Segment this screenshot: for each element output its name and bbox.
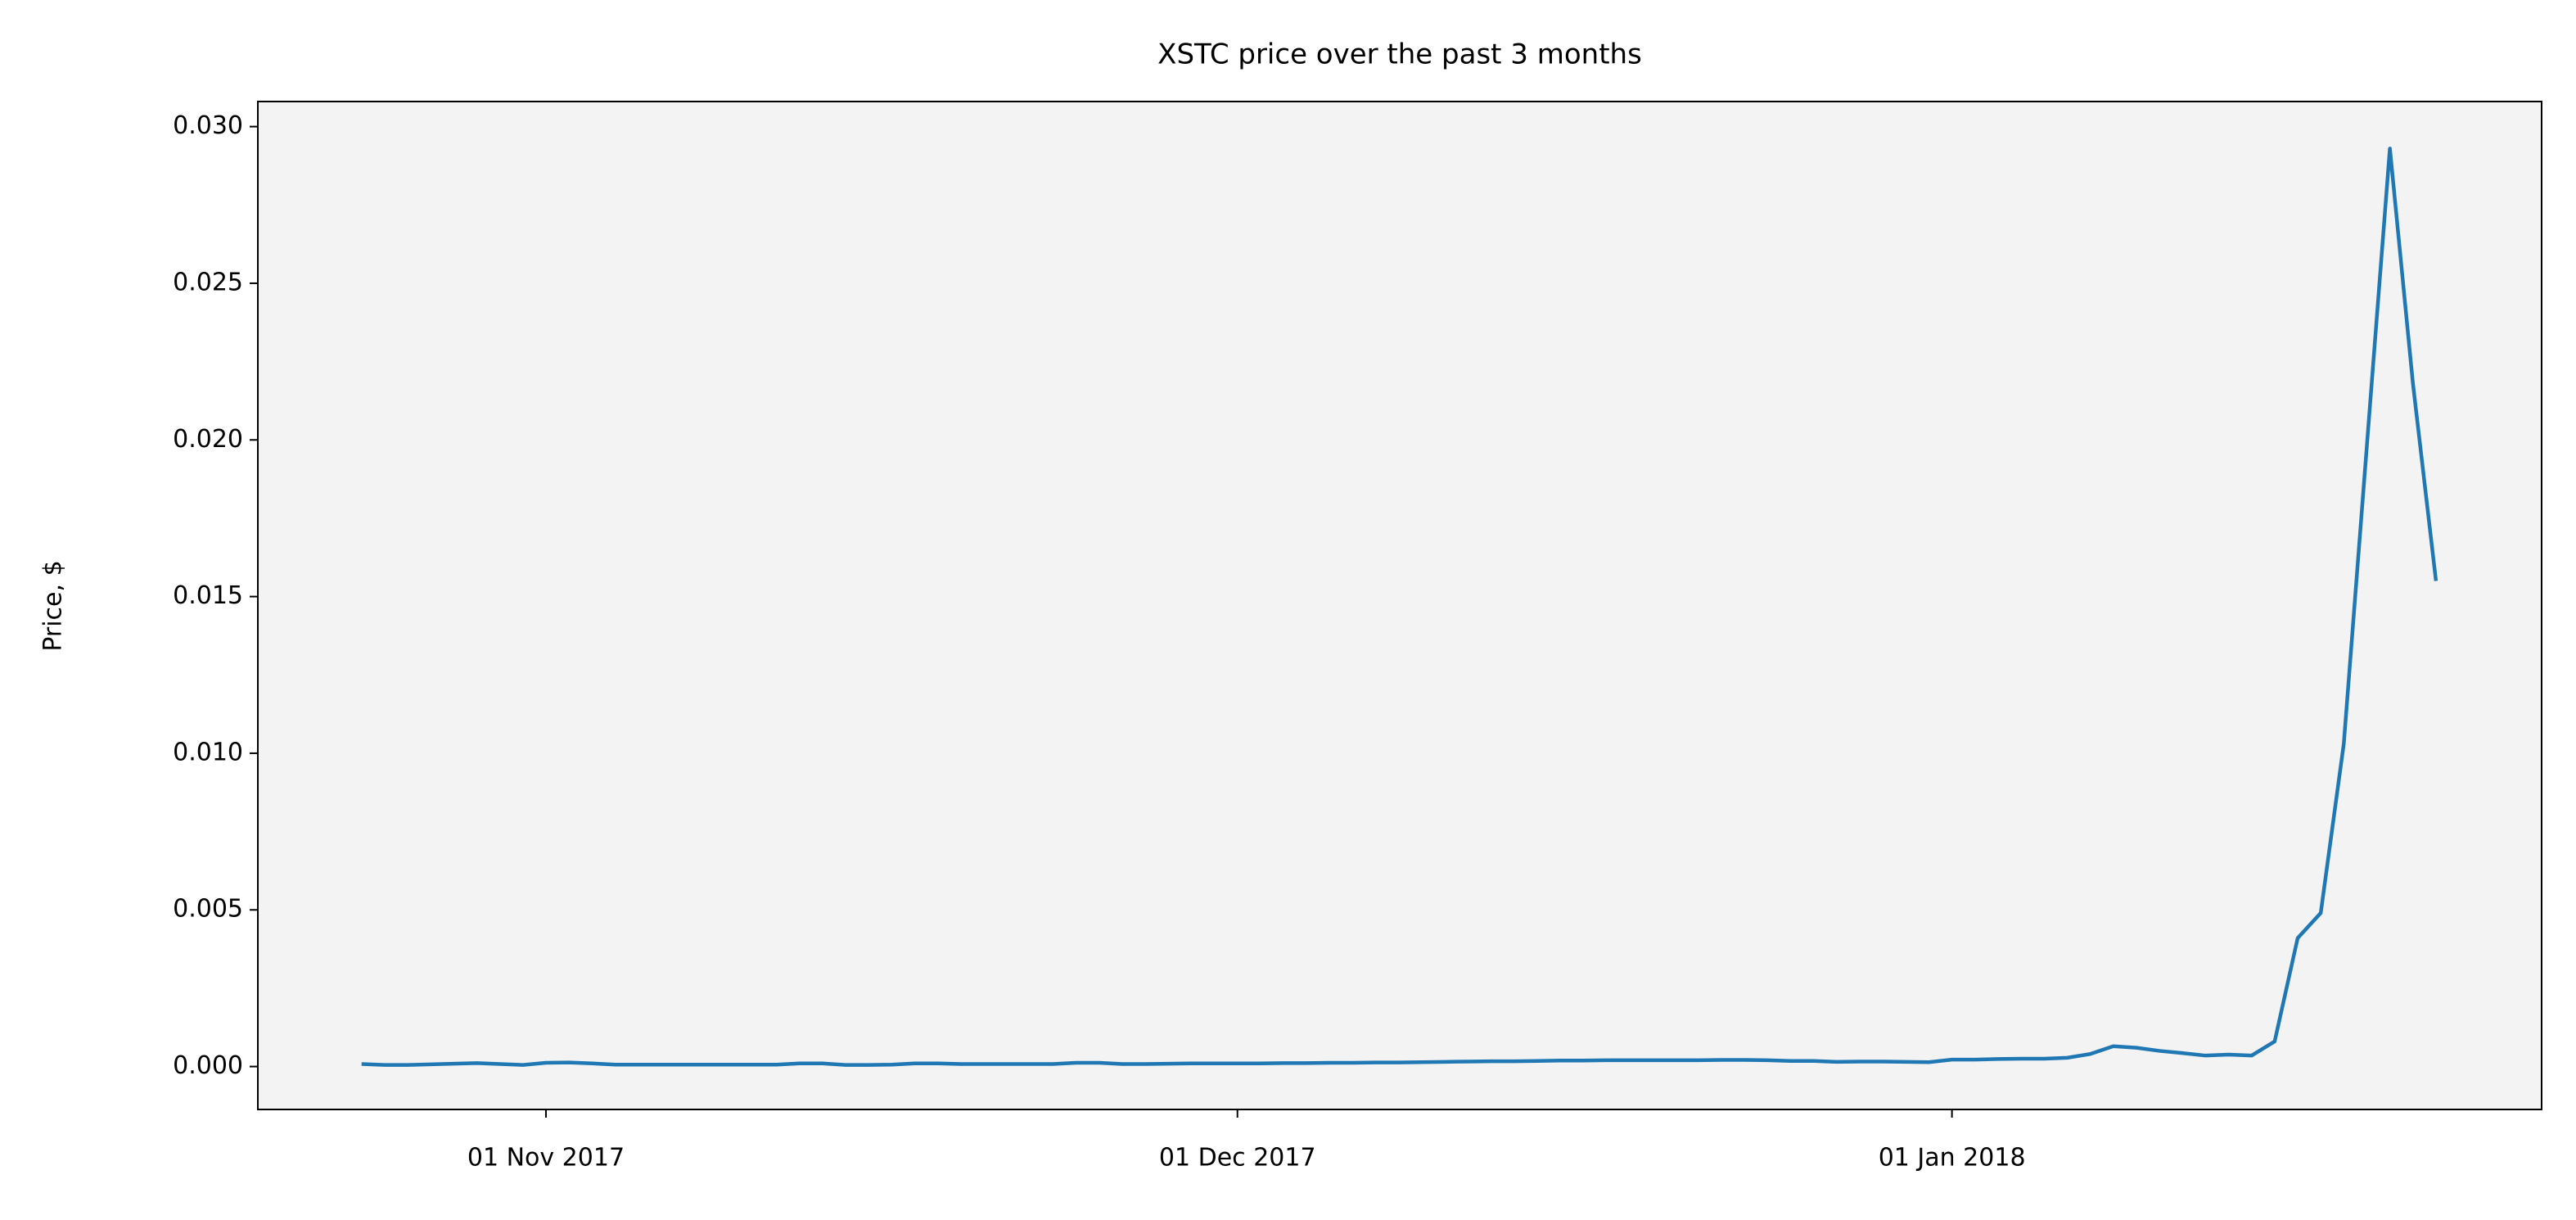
y-tick-label: 0.020	[173, 425, 243, 454]
x-tick-label: 01 Dec 2017	[1159, 1144, 1316, 1173]
x-tick-label: 01 Jan 2018	[1879, 1144, 2026, 1173]
y-tick-label: 0.005	[173, 895, 243, 924]
y-axis-label: Price, $	[39, 560, 68, 651]
plot-background	[258, 102, 2542, 1109]
price-line	[361, 147, 2438, 1067]
y-tick-label: 0.025	[173, 268, 243, 296]
y-tick-label: 0.010	[173, 738, 243, 766]
axes-frame	[257, 101, 2542, 1110]
y-tick-label: 0.030	[173, 111, 243, 140]
x-tick-label: 01 Nov 2017	[467, 1144, 625, 1173]
y-tick-label: 0.015	[173, 581, 243, 610]
y-tick-label: 0.000	[173, 1051, 243, 1080]
chart-title: XSTC price over the past 3 months	[1157, 38, 1642, 71]
